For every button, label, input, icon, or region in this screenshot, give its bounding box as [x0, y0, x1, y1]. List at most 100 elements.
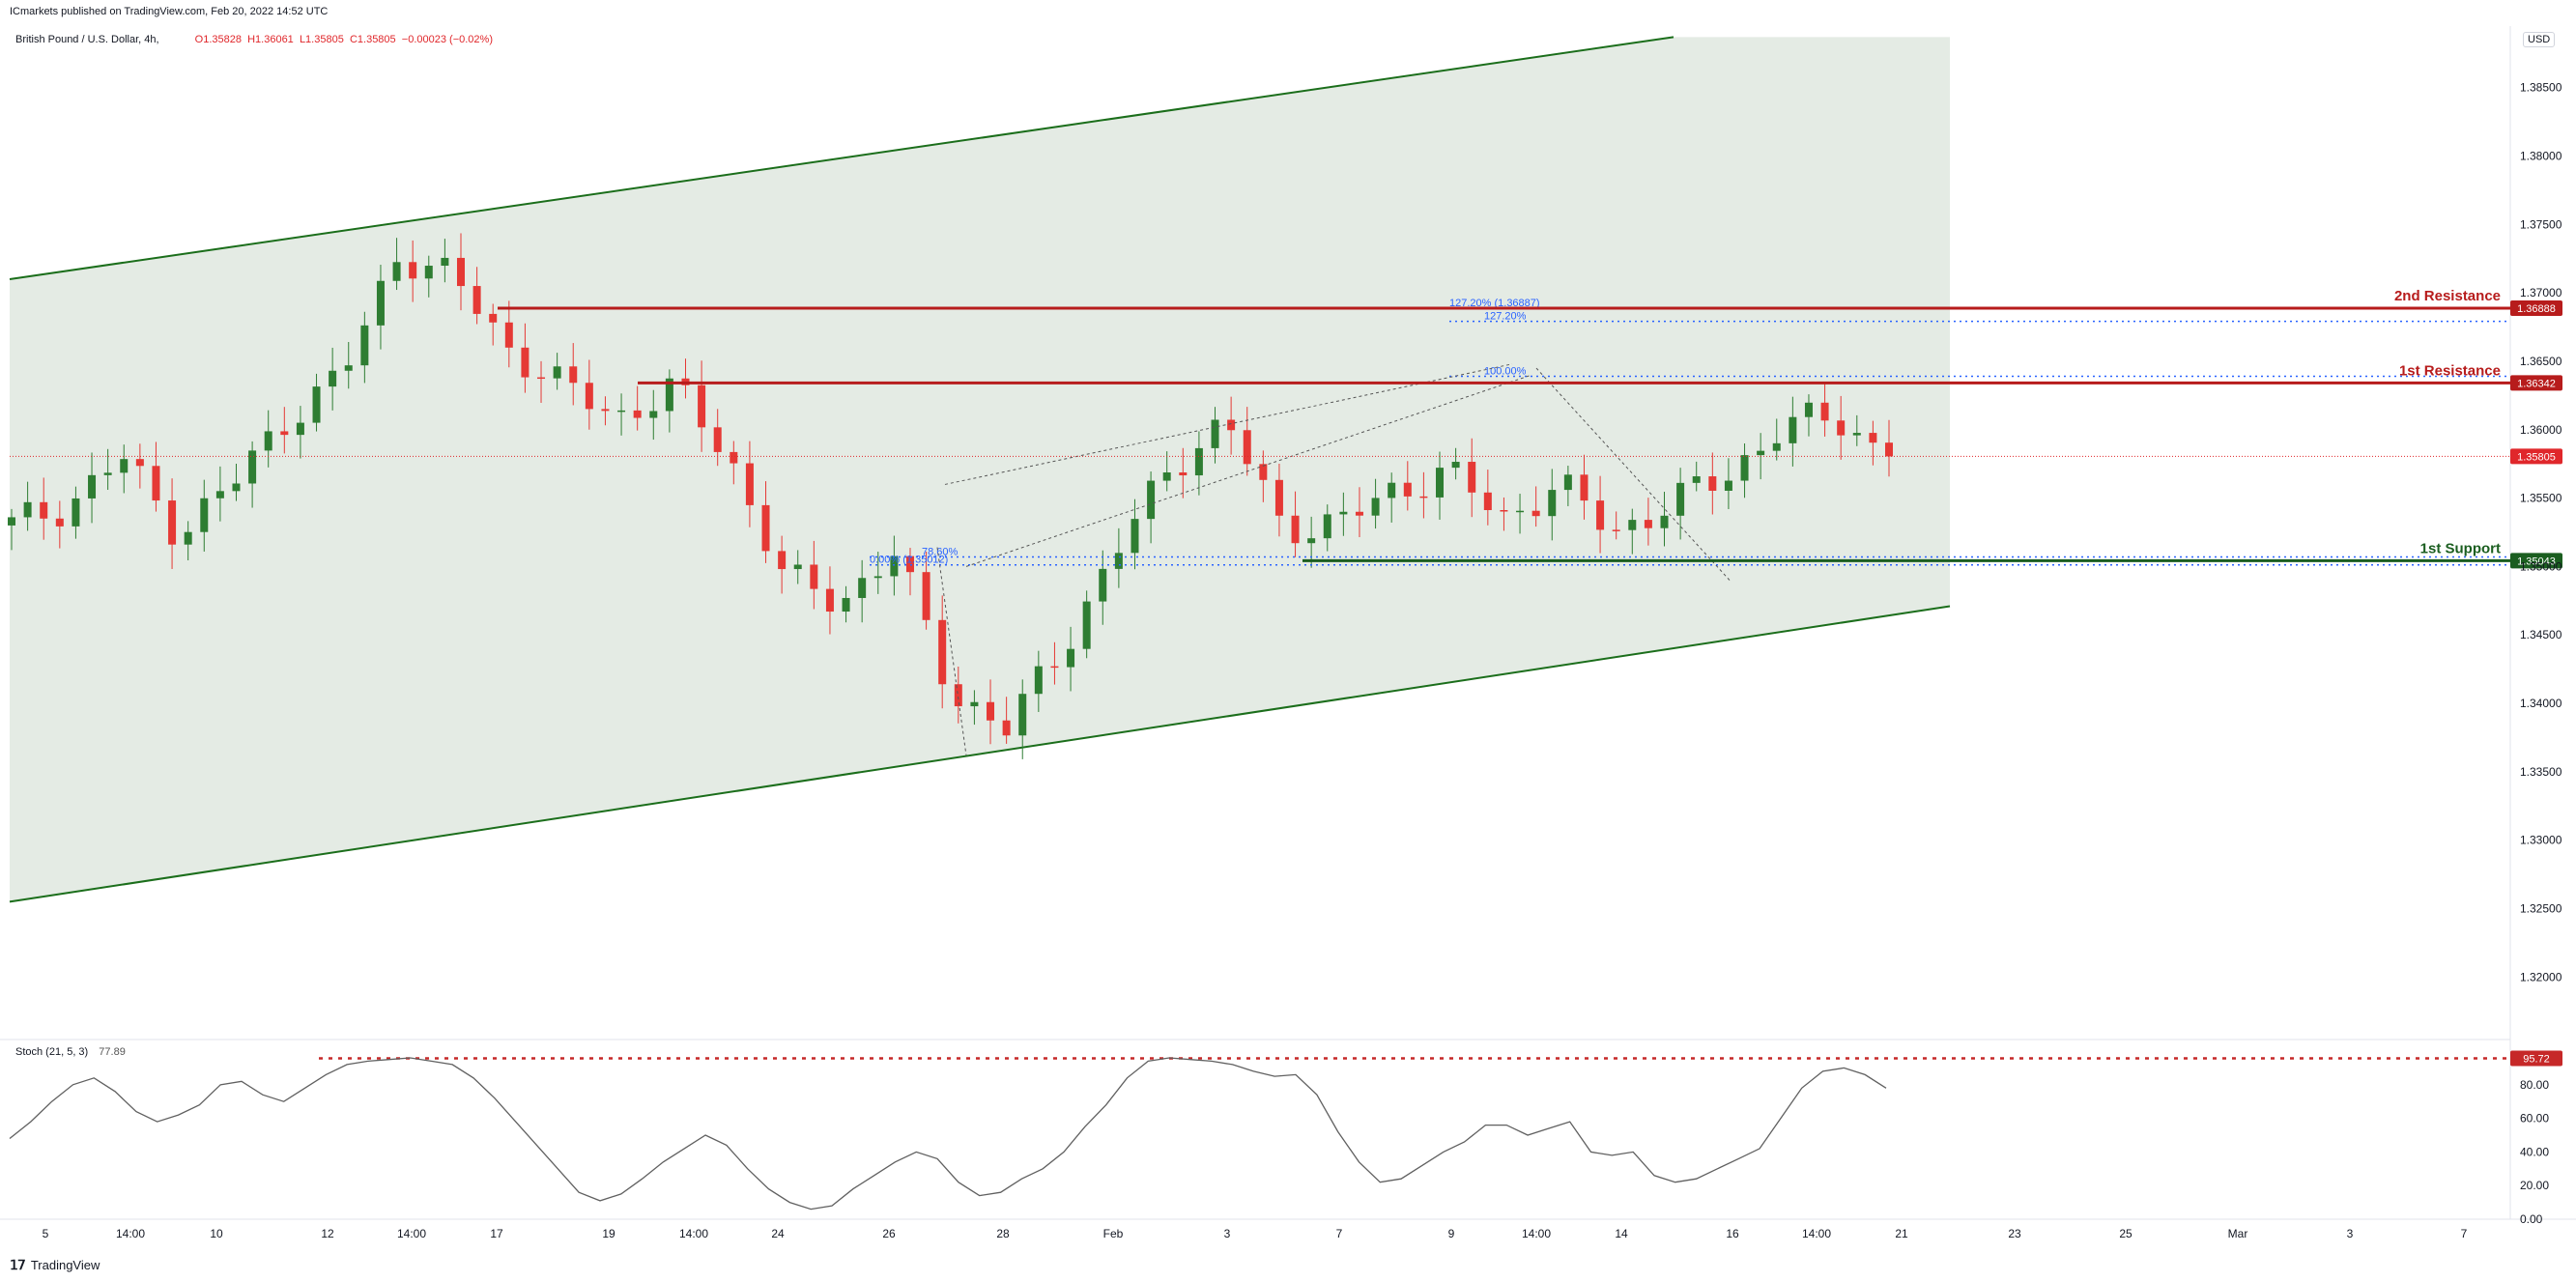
fib-level-label: 78.60% — [922, 546, 959, 557]
ohlc-close: C1.35805 — [349, 34, 396, 45]
tradingview-logo-icon: 𝟣𝟩 — [10, 1257, 26, 1272]
candle-body — [135, 459, 144, 467]
candle-body — [23, 501, 32, 518]
candle-body — [215, 491, 224, 499]
candle-body — [88, 474, 97, 499]
candle-body — [1388, 482, 1396, 499]
stoch-value: 77.89 — [99, 1046, 126, 1058]
time-tick-label: 3 — [2347, 1227, 2354, 1240]
candle-body — [1371, 498, 1380, 516]
time-tick-label: 14 — [1615, 1227, 1628, 1240]
ohlc-open: O1.35828 — [194, 34, 242, 45]
time-tick-label: 14:00 — [1522, 1227, 1551, 1240]
tradingview-logo[interactable]: 𝟣𝟩 TradingView — [10, 1257, 100, 1273]
price-tick-label: 1.37000 — [2520, 286, 2562, 299]
stoch-tick-label: 0.00 — [2520, 1212, 2543, 1226]
candle-body — [1500, 510, 1508, 512]
candle-body — [1740, 455, 1749, 481]
stoch-tick-label: 60.00 — [2520, 1112, 2549, 1125]
candle-body — [665, 378, 673, 412]
candle-body — [8, 517, 15, 526]
fib-connector-line — [936, 547, 967, 755]
candle-body — [1692, 476, 1701, 483]
fib-connector-line — [965, 374, 1532, 567]
candle-body — [168, 500, 177, 545]
level-badge — [2510, 375, 2562, 391]
fib-level-label: 0.00% (1.35012) — [870, 555, 948, 566]
fib-level-label: 100.00% — [1484, 366, 1527, 378]
level-badge — [2510, 300, 2562, 317]
time-tick-label: 3 — [1224, 1227, 1231, 1240]
candle-body — [1034, 666, 1043, 695]
candle-body — [1307, 538, 1316, 544]
candle-body — [1820, 402, 1829, 421]
candle-body — [1018, 694, 1027, 736]
candle-body — [360, 325, 369, 366]
candle-body — [617, 410, 626, 413]
level-badge — [2510, 553, 2562, 569]
candle-body — [1789, 416, 1797, 443]
channel-fill — [10, 37, 1950, 902]
candle-body — [825, 588, 834, 613]
time-tick-label: 21 — [1895, 1227, 1908, 1240]
ohlc-values: O1.35828 H1.36061 L1.35805 C1.35805 −0.0… — [195, 34, 493, 45]
candle-body — [842, 597, 850, 613]
candle-body — [970, 701, 979, 707]
candle-body — [1885, 442, 1893, 457]
candle-body — [793, 564, 802, 570]
ohlc-low: L1.35805 — [299, 34, 344, 45]
publisher-line: ICmarkets published on TradingView.com, … — [10, 6, 329, 17]
level-label: 2nd Resistance — [2394, 288, 2501, 304]
time-tick-label: 24 — [771, 1227, 785, 1240]
candle-body — [633, 410, 642, 418]
fib-level-label: 127.20% — [1484, 311, 1527, 323]
candle-body — [1563, 474, 1572, 491]
candle-body — [456, 257, 465, 287]
candle-body — [232, 483, 241, 492]
candle-body — [713, 427, 722, 452]
candle-body — [1147, 480, 1156, 520]
candle-body — [1676, 482, 1685, 516]
candle-body — [938, 619, 947, 685]
price-tick-label: 1.32500 — [2520, 901, 2562, 915]
candle-body — [1548, 490, 1557, 517]
candle-body — [1179, 472, 1188, 476]
candle-body — [1067, 648, 1075, 668]
candle-body — [1002, 720, 1011, 736]
symbol-name: British Pound / U.S. Dollar, 4h, — [15, 34, 159, 45]
symbol-legend: British Pound / U.S. Dollar, 4h, O1.3582… — [15, 34, 493, 45]
candle-body — [761, 504, 770, 552]
price-tick-label: 1.37500 — [2520, 217, 2562, 231]
candle-body — [553, 366, 561, 379]
tradingview-brand: TradingView — [30, 1258, 100, 1272]
candle-body — [1708, 476, 1717, 491]
price-tick-label: 1.36000 — [2520, 423, 2562, 437]
candle-body — [1531, 510, 1540, 517]
time-tick-label: 14:00 — [1802, 1227, 1831, 1240]
ohlc-high: H1.36061 — [247, 34, 294, 45]
stoch-tick-label: 80.00 — [2520, 1078, 2549, 1092]
time-tick-label: 14:00 — [679, 1227, 708, 1240]
candle-body — [1419, 496, 1428, 499]
currency-button[interactable]: USD — [2523, 32, 2556, 47]
candle-body — [200, 498, 209, 532]
candle-body — [1323, 514, 1331, 539]
level-badge-text: 1.35043 — [2517, 556, 2556, 567]
candle-body — [441, 257, 449, 267]
candle-body — [730, 451, 738, 464]
time-tick-label: 17 — [490, 1227, 503, 1240]
stoch-tick-label: 40.00 — [2520, 1145, 2549, 1158]
candle-body — [1628, 520, 1637, 530]
candle-body — [601, 409, 610, 412]
candle-body — [1580, 474, 1589, 501]
candle-body — [1724, 480, 1732, 491]
candle-body — [1355, 511, 1363, 516]
candle-body — [1114, 553, 1123, 569]
candle-body — [1243, 430, 1251, 465]
price-tick-label: 1.34000 — [2520, 697, 2562, 710]
price-tick-label: 1.33500 — [2520, 765, 2562, 779]
candle-body — [585, 383, 593, 410]
candle-body — [905, 556, 914, 573]
candle-body — [72, 498, 80, 527]
